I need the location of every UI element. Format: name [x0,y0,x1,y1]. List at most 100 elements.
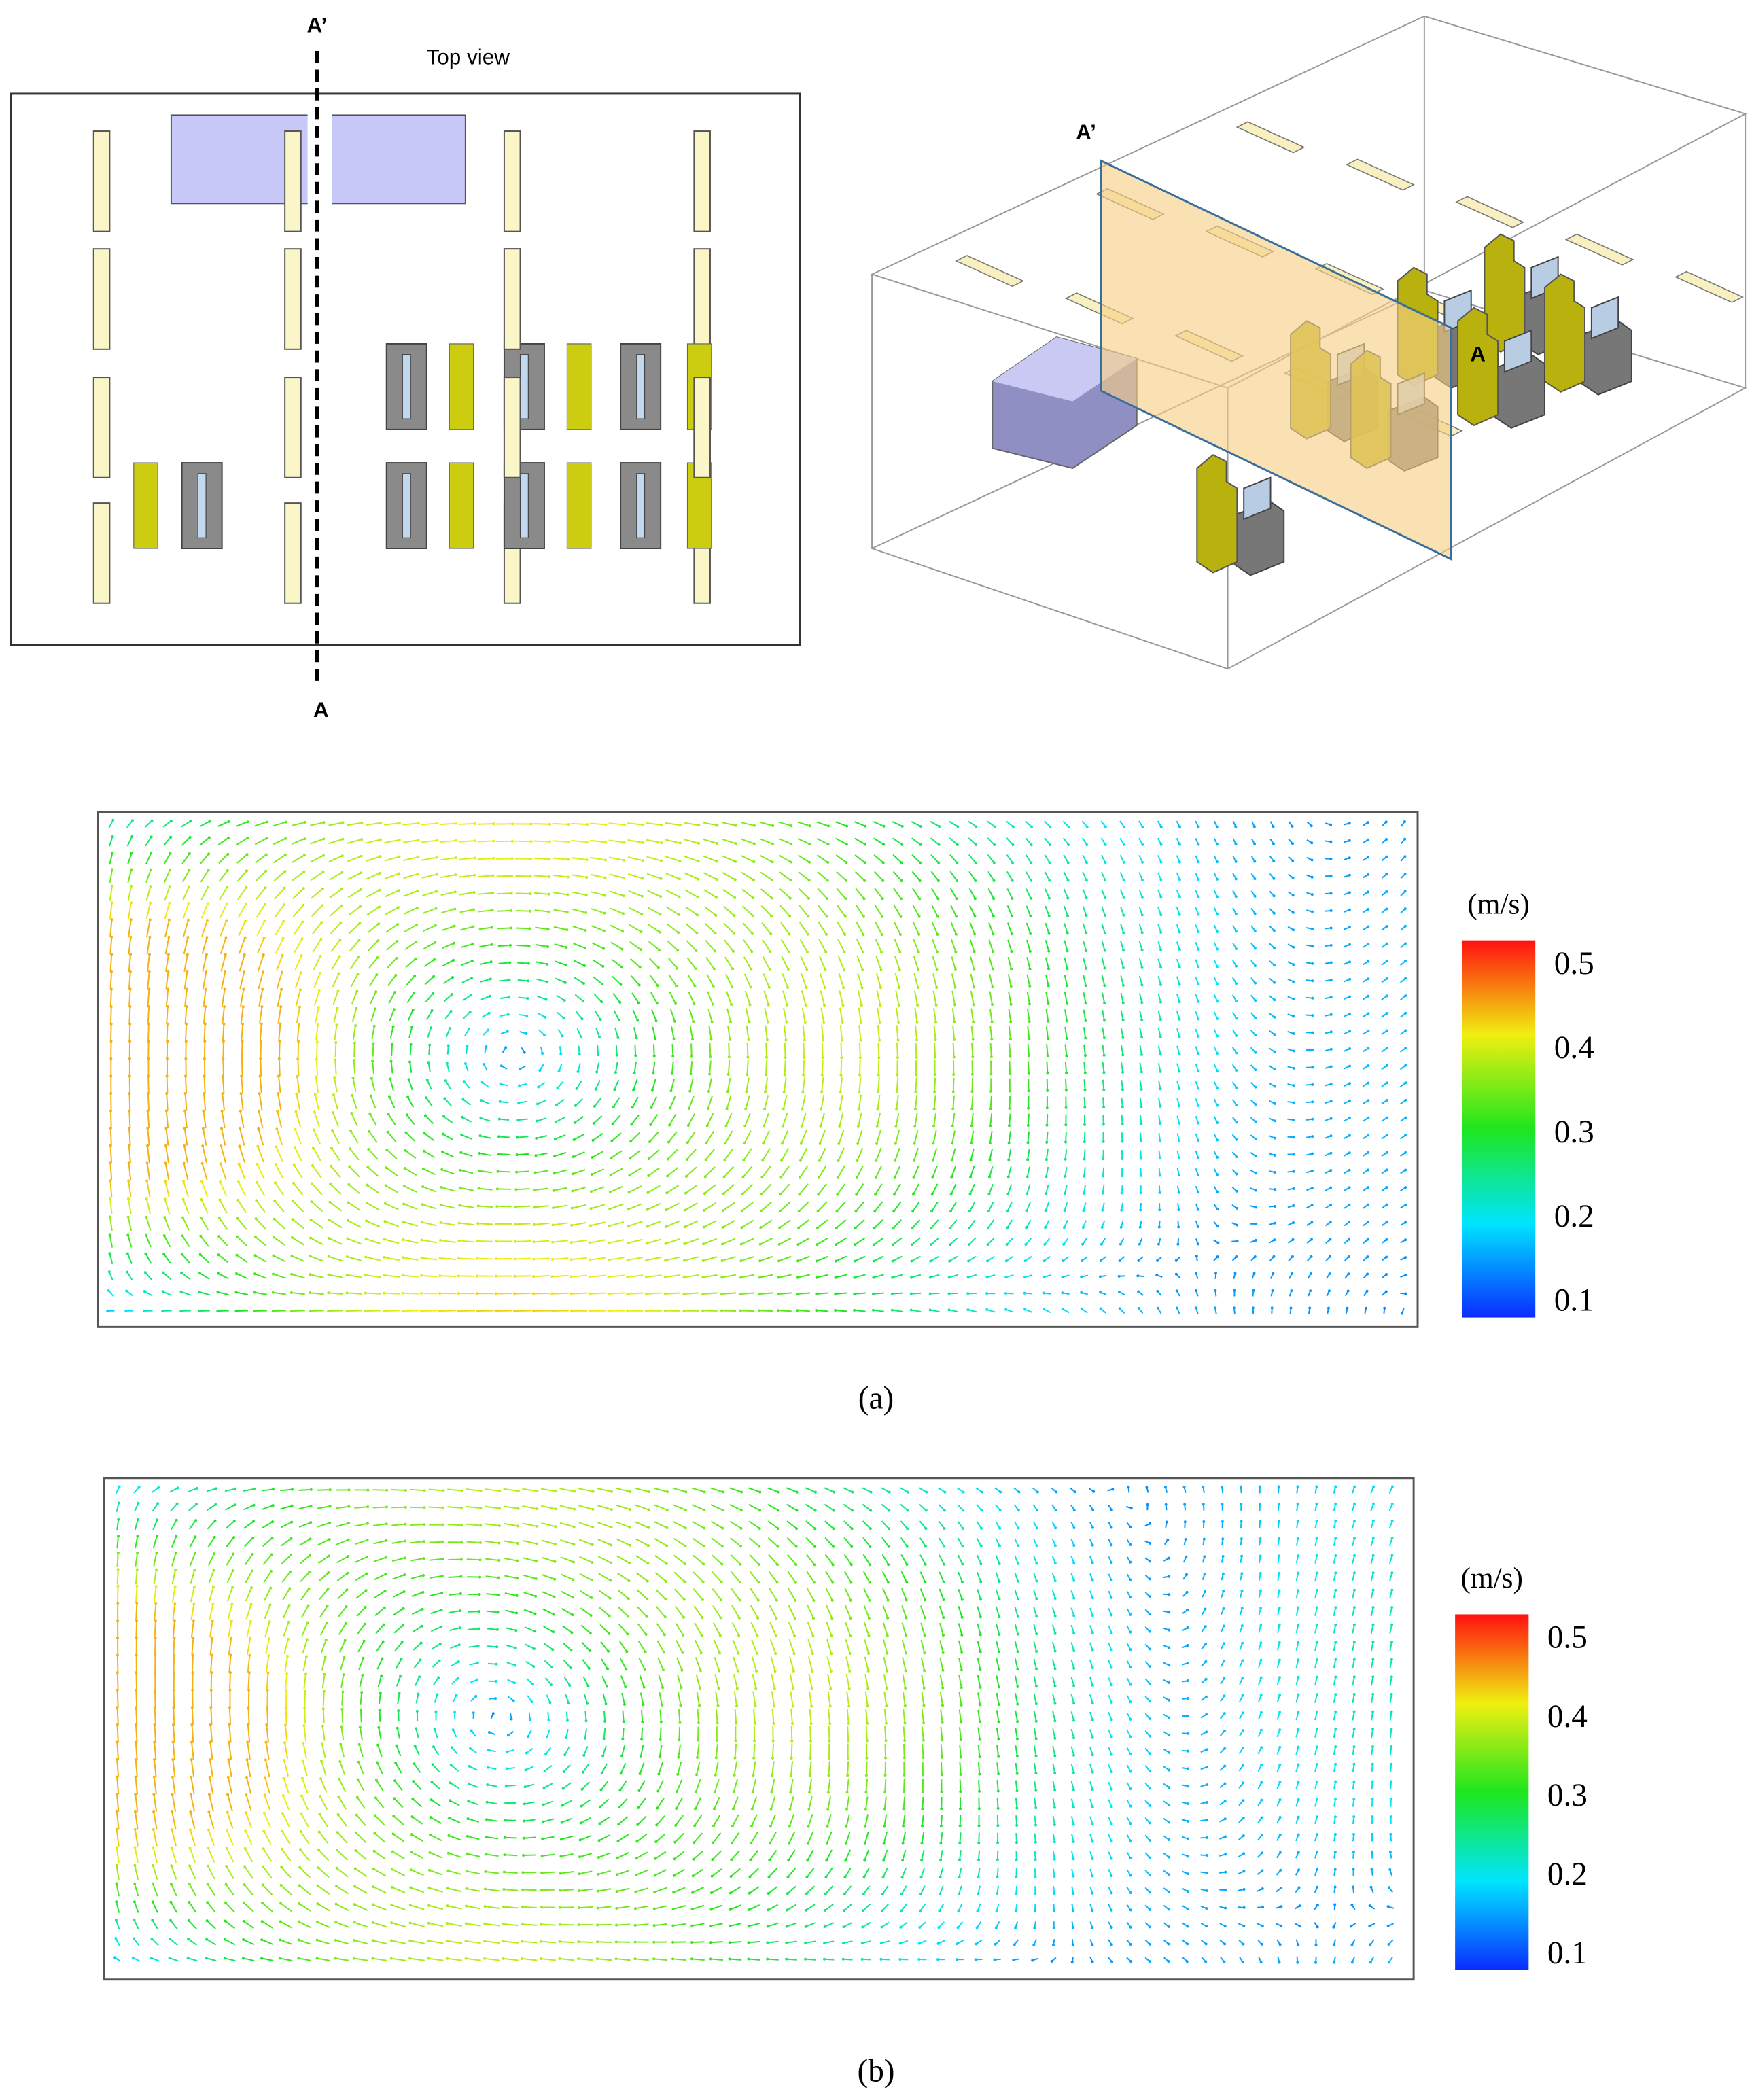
vector-head [239,1109,242,1113]
vector-head [408,1060,411,1064]
velocity-vector [971,1095,974,1109]
vector-head [634,1054,637,1057]
vector-head [777,1276,780,1279]
velocity-vector [782,990,788,1006]
vector-head [752,896,755,900]
vector-head [453,907,457,911]
velocity-vector [189,1830,196,1847]
vector-head [109,1179,112,1183]
vector-head [154,1619,157,1622]
vector-head [782,1108,785,1111]
velocity-vector [895,1007,900,1023]
velocity-vector [632,1009,639,1021]
vector-head [915,1055,918,1059]
vector-head [336,1831,339,1834]
vector-head [217,1217,221,1220]
vector-head [1102,1123,1105,1126]
vector-head [423,1132,426,1135]
velocity-vector [339,1761,346,1775]
vector-head [344,1622,347,1625]
vector-head [478,1134,482,1138]
vector-head [1216,1087,1219,1090]
velocity-vector [1139,1062,1142,1072]
velocity-vector [321,1656,326,1671]
velocity-vector [799,939,808,953]
vector-head [1403,872,1407,875]
velocity-vector [873,1255,884,1262]
vector-head [1046,1054,1049,1057]
vector-head [240,1057,243,1060]
vector-head [436,856,438,859]
vector-head [494,1274,497,1278]
velocity-vector [627,822,644,826]
velocity-vector [226,1830,234,1846]
vector-head [1140,1140,1143,1143]
velocity-vector [277,1007,282,1024]
vector-head [1176,1242,1180,1246]
velocity-vector [608,1257,625,1261]
vector-head [1158,1191,1161,1194]
vector-head [396,939,399,943]
velocity-vector [154,1690,156,1708]
vector-head [618,1000,622,1004]
velocity-vector [135,1690,138,1708]
velocity-vector [424,976,434,985]
light-fixture [503,248,521,350]
velocity-vector [725,991,733,1005]
vector-head [214,1503,217,1506]
velocity-vector [145,836,152,847]
vector-head [1047,1002,1050,1005]
light-fixture [284,377,302,478]
vector-head [972,1021,975,1023]
velocity-vector [856,939,864,953]
velocity-vector [495,1310,513,1312]
velocity-vector [1007,1184,1013,1195]
vector-head [1291,1272,1294,1275]
vector-head [701,1259,705,1262]
vector-head [993,843,996,847]
vector-head [510,909,513,912]
vector-head [973,968,976,971]
vector-head [684,1208,687,1212]
vector-head [689,1072,693,1076]
velocity-vector [144,1272,152,1280]
vector-head [508,978,511,981]
vector-head [221,1074,224,1078]
vector-head [629,1140,633,1143]
vector-head [476,1222,480,1225]
velocity-vector [357,1762,364,1775]
vector-head [1196,1208,1199,1211]
velocity-vector [1064,992,1068,1004]
vector-head [347,1183,351,1186]
velocity-vector [402,1239,419,1244]
velocity-vector [440,1204,455,1209]
velocity-vector [128,971,131,990]
velocity-vector [499,1118,510,1121]
vector-head [900,861,903,864]
velocity-vector [970,1166,975,1178]
vector-head [446,1044,450,1047]
vector-head [313,1110,316,1114]
vector-head [919,843,922,846]
vector-head [1385,1168,1388,1172]
velocity-vector [336,1867,349,1878]
vector-head [615,1053,618,1057]
vector-head [263,903,266,906]
vector-head [317,1006,320,1009]
velocity-vector [403,1203,418,1210]
velocity-vector [727,1025,731,1040]
vector-head [1329,926,1333,930]
vector-head [330,1164,333,1168]
vector-head [109,1161,112,1165]
velocity-vector [300,1849,311,1861]
vector-head [144,1252,147,1255]
vector-head [150,835,153,839]
vector-head [382,1623,385,1626]
velocity-vector [480,995,491,1000]
velocity-vector [135,1603,138,1621]
vector-head [1066,949,1069,953]
velocity-vector [188,1938,198,1946]
velocity-vector [1083,1079,1086,1091]
vector-head [1029,932,1032,935]
velocity-vector [746,1060,749,1075]
